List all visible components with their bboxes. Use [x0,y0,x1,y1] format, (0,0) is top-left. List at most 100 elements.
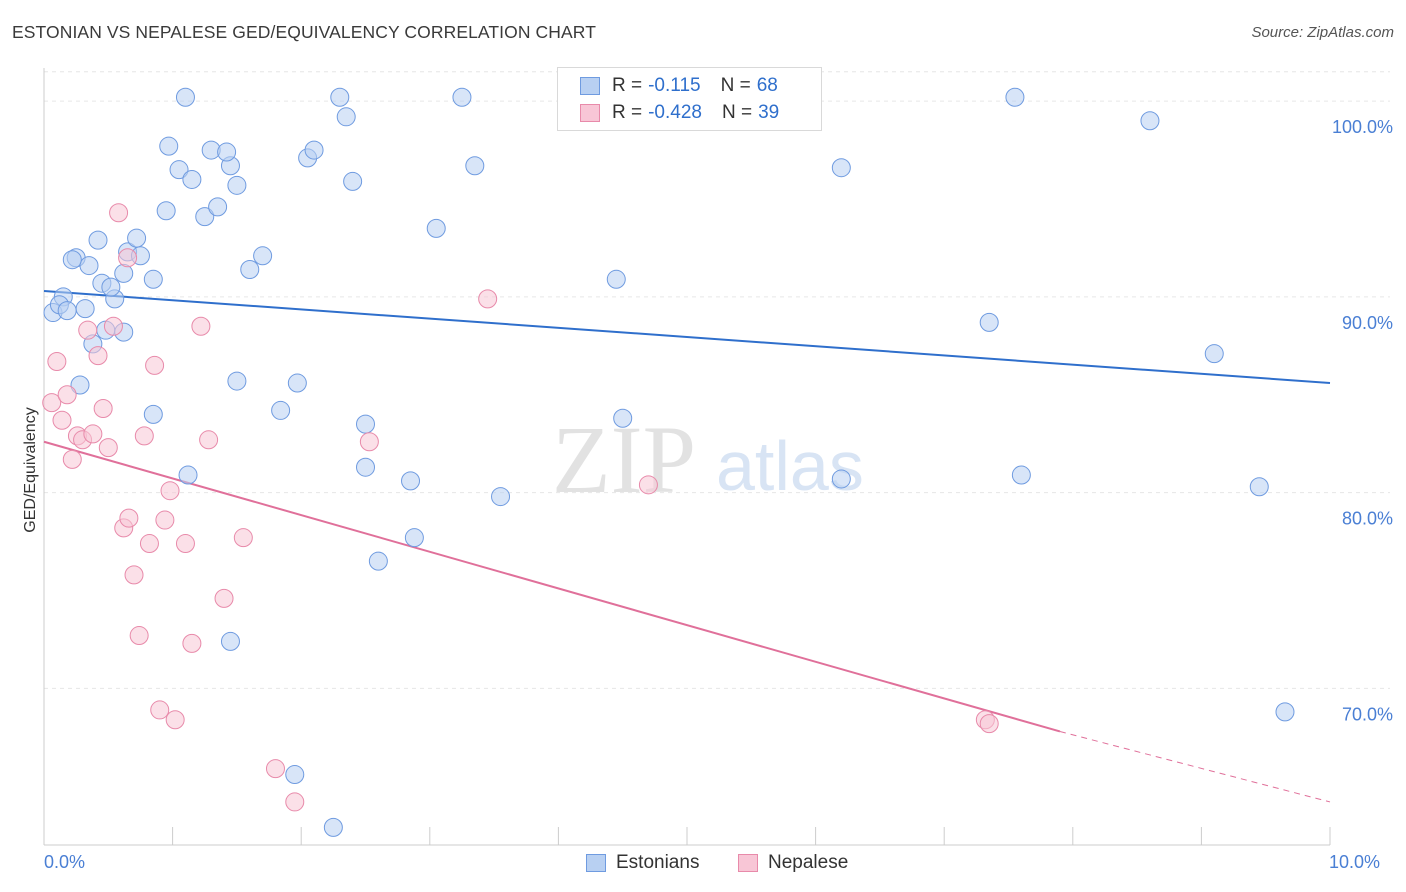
nepalese-point [62,449,82,469]
estonians-point [220,631,240,651]
nepalese-point [359,432,379,452]
nepalese-trend-line [43,440,1061,733]
nepalese-point [42,393,62,413]
estonians-point [285,765,305,785]
estonians-point [143,269,163,289]
estonians-point [356,414,375,434]
y-tick-label: 70.0% [1342,704,1393,724]
estonians-point [979,312,999,332]
estonians-point [175,87,195,107]
y-tick-label: 90.0% [1342,313,1393,333]
nepalese-point [155,510,175,530]
nepalese-point [78,320,98,340]
estonians-point [227,371,247,391]
estonians-point [831,158,851,178]
n-value-nepalese: 39 [758,102,780,123]
estonians-point [178,465,198,485]
estonians-point [75,299,95,319]
estonians-point [1275,702,1295,722]
nepalese-point [160,481,180,501]
bottom-legend-estonians: Estonians [586,852,699,874]
estonians-point [368,551,388,571]
estonians-point [88,230,108,250]
nepalese-point [124,565,144,585]
y-tick-label: 80.0% [1342,509,1393,529]
estonians-point [426,218,446,238]
watermark-atlas: atlas [716,427,864,505]
estonians-point [304,140,324,160]
bottom-legend-label-estonians: Estonians [616,852,700,873]
chart-source: Source: ZipAtlas.com [1251,24,1394,41]
nepalese-trend-extension [1059,730,1331,803]
estonians-point [127,228,147,248]
nepalese-point [233,528,253,548]
legend-row-nepalese: R = -0.428 N = 39 [580,100,799,126]
axes [43,68,1331,846]
estonians-point [831,469,851,489]
estonians-point [336,107,356,127]
estonians-point [79,256,99,276]
nepalese-point [98,438,118,458]
nepalese-point [145,355,165,375]
nepalese-point [109,203,129,223]
nepalese-point [175,534,195,554]
y-tick-label: 100.0% [1332,117,1393,137]
nepalese-point [119,508,139,528]
bottom-legend-nepalese: Nepalese [738,852,848,874]
estonians-point [404,528,424,548]
estonians-point [1204,344,1224,364]
nepalese-point [265,759,285,779]
nepalese-point [638,475,658,495]
estonians-point [271,400,291,420]
estonians-point [57,301,77,321]
nepalese-point [47,351,67,371]
estonians-point [195,207,215,227]
estonians-point [62,250,82,270]
bottom-legend-label-nepalese: Nepalese [768,852,849,873]
nepalese-point [979,714,999,734]
estonians-point [613,408,633,428]
x-tick-label: 10.0% [1329,852,1380,872]
nepalese-point [150,700,170,720]
legend-swatch-nepalese [580,104,600,122]
nepalese-point [118,248,138,268]
trend-lines [43,290,1331,803]
x-tick-label: 0.0% [44,852,85,872]
estonians-point [465,156,485,176]
y-axis-label: GED/Equivalency [22,407,39,532]
nepalese-point [191,316,211,336]
estonians-point [182,169,202,189]
nepalese-point [129,626,149,646]
estonians-point [1011,465,1031,485]
estonians-point [452,87,472,107]
r-label: R = [612,75,643,96]
nepalese-point [182,633,202,653]
estonians-point [227,175,247,195]
r-value-nepalese: -0.428 [648,102,702,123]
nepalese-point [103,316,123,336]
estonians-point [323,817,343,837]
nepalese-point [478,289,498,309]
estonians-point [330,87,350,107]
nepalese-point [52,410,72,430]
bottom-swatch-nepalese [738,854,758,872]
estonians-point [143,404,163,424]
r-value-estonians: -0.115 [648,75,701,96]
estonians-point [491,487,511,507]
nepalese-point [199,430,219,450]
estonians-point [159,136,179,156]
estonians-point [208,197,228,217]
nepalese-point [134,426,154,446]
stats-legend: R = -0.115 N = 68 R = -0.428 N = 39 [557,67,822,131]
estonians-point [240,259,260,279]
legend-row-estonians: R = -0.115 N = 68 [580,73,798,99]
legend-swatch-estonians [580,77,600,95]
estonians-point [606,269,626,289]
nepalese-point [139,534,159,554]
nepalese-point [57,385,77,405]
estonians-point [1249,477,1269,497]
nepalese-point [93,398,113,418]
nepalese-point [165,710,185,730]
estonians-point [70,375,90,395]
